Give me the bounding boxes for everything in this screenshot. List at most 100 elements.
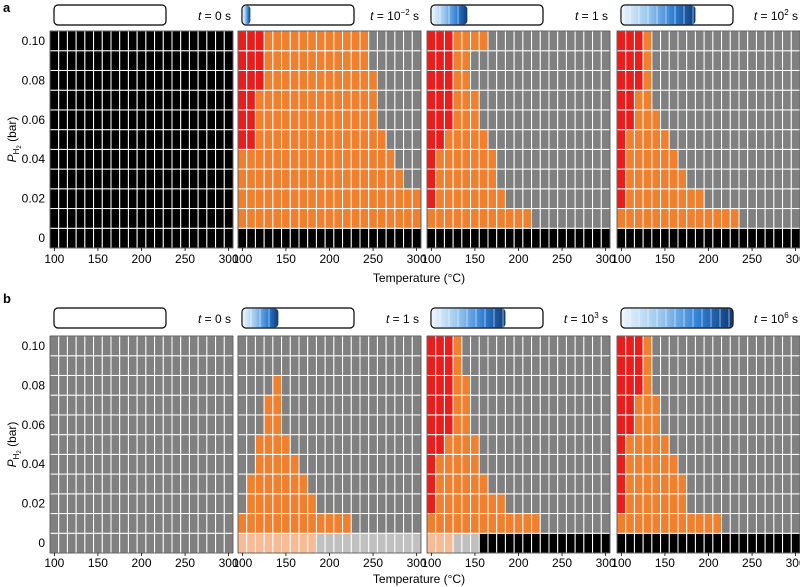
heatmap-cell — [84, 453, 95, 475]
heatmap-cell — [729, 513, 740, 534]
heatmap-cell — [333, 109, 344, 131]
heatmap-cell — [342, 335, 352, 357]
heatmap-cell — [403, 168, 413, 190]
heatmap-cell — [583, 493, 594, 515]
heatmap-cell — [452, 148, 463, 170]
heatmap-cell — [289, 453, 300, 475]
heatmap-cell — [616, 188, 627, 210]
heatmap-cell — [188, 532, 199, 554]
heatmap-cell — [75, 532, 86, 554]
heatmap-cell — [764, 89, 775, 111]
heatmap-cell — [487, 69, 498, 91]
heatmap-cell — [58, 394, 68, 416]
heatmap-cell — [548, 394, 559, 416]
heatmap-cell — [324, 355, 335, 376]
heatmap-cell — [171, 394, 182, 416]
heatmap-cell — [729, 89, 740, 111]
heatmap-cell — [426, 168, 437, 190]
heatmap-cell — [790, 168, 800, 190]
heatmap-cell — [119, 89, 129, 111]
heatmap-cell — [574, 414, 585, 436]
heatmap-cell — [145, 473, 156, 495]
heatmap-cell — [215, 434, 225, 455]
heatmap-cell — [426, 335, 437, 357]
heatmap-cell — [101, 168, 112, 190]
heatmap-cell — [93, 532, 103, 554]
heatmap-cell — [180, 208, 190, 229]
heatmap-cell — [324, 513, 335, 534]
heatmap-cell — [188, 355, 199, 376]
heatmap-cell — [263, 129, 274, 150]
heatmap-cell — [426, 513, 437, 534]
heatmap-cell — [712, 148, 723, 170]
heatmap-cell — [289, 208, 300, 229]
heatmap-cell — [592, 532, 602, 554]
heatmap-cell — [254, 69, 265, 91]
heatmap-cell — [368, 453, 378, 475]
heatmap-cell — [281, 493, 291, 515]
heatmap-cell — [721, 148, 731, 170]
heatmap-cell — [694, 129, 705, 150]
heatmap-cell — [694, 473, 705, 495]
heatmap-cell — [600, 355, 611, 376]
heatmap-cell — [376, 513, 387, 534]
heatmap-cell — [197, 168, 208, 190]
heatmap-cell — [668, 50, 679, 71]
heatmap-cell — [119, 394, 129, 416]
y-axis-label: PH2 (bar) — [5, 422, 23, 468]
heatmap-cell — [315, 89, 326, 111]
heatmap-cell — [324, 374, 335, 396]
heatmap-cell — [127, 208, 138, 229]
panel-label: b — [3, 291, 11, 306]
heatmap-cell — [531, 109, 541, 131]
heatmap-cell — [223, 109, 234, 131]
heatmap-cell — [557, 148, 567, 170]
heatmap-cell — [93, 335, 103, 357]
heatmap-cell — [487, 473, 498, 495]
heatmap-cell — [470, 227, 480, 249]
heatmap-cell — [452, 109, 463, 131]
heatmap-cell — [660, 89, 670, 111]
heatmap-cell — [426, 129, 437, 150]
heatmap-cell — [215, 227, 225, 249]
heatmap-cell — [307, 208, 317, 229]
heatmap-cell — [154, 109, 164, 131]
heatmap-cell — [411, 335, 422, 357]
heatmap-cell — [171, 513, 182, 534]
heatmap-cell — [712, 394, 723, 416]
heatmap-cell — [263, 374, 274, 396]
heatmap-cell — [531, 69, 541, 91]
heatmap-cell — [403, 69, 413, 91]
heatmap-cell — [272, 148, 283, 170]
time-label-symbol: t — [754, 312, 758, 326]
heatmap-cell — [263, 335, 274, 357]
heatmap-cell — [435, 355, 445, 376]
heatmap-cell — [307, 434, 317, 455]
heatmap-cell — [565, 50, 576, 71]
heatmap-cell — [411, 227, 422, 249]
heatmap-cell — [411, 109, 422, 131]
heatmap-cell — [625, 513, 635, 534]
heatmap-cell — [616, 335, 627, 357]
heatmap-cell — [478, 109, 489, 131]
x-tick-label: 300 — [786, 252, 800, 266]
heatmap-cell — [350, 453, 361, 475]
heatmap-cell — [342, 89, 352, 111]
time-label: t = 10−2 s — [370, 8, 419, 23]
heatmap-cell — [75, 69, 86, 91]
heatmap-cell — [721, 109, 731, 131]
heatmap-cell — [513, 148, 524, 170]
heatmap-cell — [557, 188, 567, 210]
heatmap-cell — [246, 434, 256, 455]
heatmap-cell — [385, 69, 396, 91]
heatmap-cell — [145, 394, 156, 416]
heatmap-cell — [281, 335, 291, 357]
heatmap-cell — [694, 374, 705, 396]
heatmap-cell — [668, 188, 679, 210]
time-label-symbol: t — [198, 9, 202, 23]
heatmap-cell — [600, 227, 611, 249]
heatmap-cell — [712, 129, 723, 150]
heatmap-cell — [49, 374, 60, 396]
heatmap-cell — [368, 414, 378, 436]
